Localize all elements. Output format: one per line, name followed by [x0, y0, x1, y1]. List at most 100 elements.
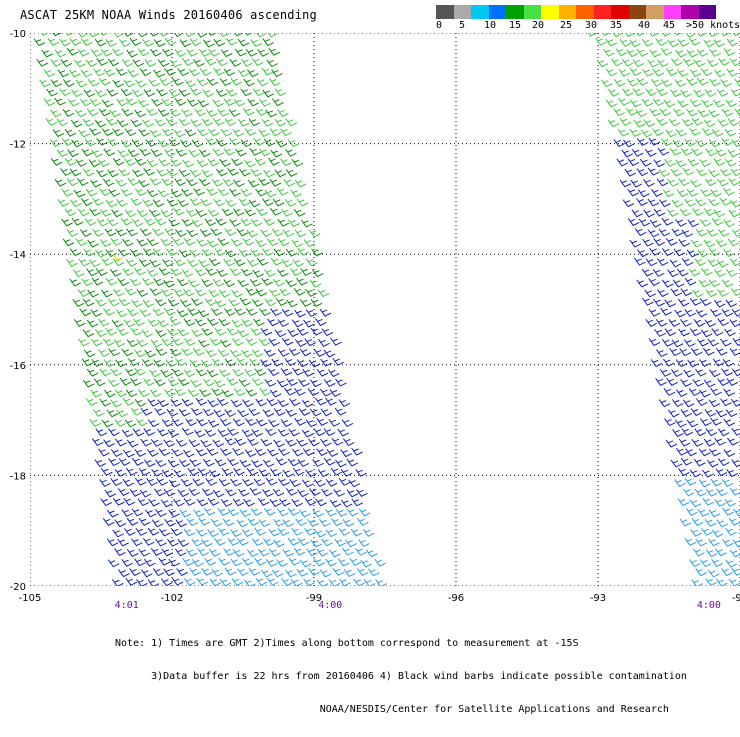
- contaminated-wind-barb: [112, 253, 123, 261]
- wind-barb: [196, 418, 208, 427]
- wind-barb: [709, 48, 721, 57]
- wind-barb: [282, 229, 295, 238]
- wind-barb: [670, 288, 683, 297]
- wind-barb: [686, 249, 699, 258]
- wind-barb: [299, 509, 311, 518]
- wind-barb: [308, 438, 320, 447]
- wind-barb: [680, 147, 693, 156]
- wind-barb: [191, 298, 203, 306]
- wind-barbs: [33, 33, 740, 586]
- wind-barb: [33, 38, 46, 47]
- wind-barb: [155, 459, 167, 468]
- wind-barb: [105, 277, 118, 286]
- wind-barb: [661, 248, 674, 257]
- wind-barb: [167, 429, 180, 438]
- wind-barb: [75, 109, 87, 118]
- wind-barb: [721, 137, 733, 146]
- wind-barb: [676, 268, 689, 277]
- wind-barb: [194, 108, 207, 117]
- wind-barb: [287, 329, 299, 338]
- wind-barb: [102, 518, 115, 526]
- wind-barb: [200, 198, 212, 207]
- notes: Note: 1) Times are GMT 2)Times along bot…: [115, 616, 687, 737]
- wind-barb: [727, 149, 740, 158]
- wind-barb: [358, 508, 371, 517]
- wind-barb: [305, 419, 318, 428]
- wind-barb: [174, 98, 187, 106]
- wind-barb: [683, 339, 696, 348]
- wind-barb: [660, 138, 673, 147]
- wind-barb: [627, 158, 640, 167]
- wind-barb: [645, 88, 657, 97]
- wind-barb: [727, 437, 739, 446]
- wind-barb: [731, 459, 740, 468]
- wind-barb: [717, 318, 729, 327]
- wind-barb: [246, 229, 259, 238]
- wind-barb: [715, 548, 727, 557]
- wind-barb: [69, 248, 82, 257]
- wind-barb: [603, 48, 615, 57]
- wind-barb: [307, 519, 319, 528]
- wind-barb: [656, 349, 668, 358]
- wind-barb: [266, 398, 279, 407]
- wind-barb: [276, 187, 289, 196]
- wind-barb: [269, 389, 282, 398]
- wind-barb: [266, 59, 278, 68]
- wind-barb: [192, 478, 205, 487]
- wind-barb: [100, 289, 113, 298]
- wind-barb: [245, 388, 258, 397]
- wind-barb: [118, 168, 131, 177]
- wind-barb: [77, 289, 90, 297]
- wind-barb: [693, 89, 705, 98]
- colorbar-swatch-15: [698, 5, 716, 19]
- wind-barb: [613, 139, 626, 148]
- wind-barb: [260, 327, 273, 336]
- wind-barb: [262, 248, 274, 257]
- wind-barb: [263, 218, 275, 227]
- wind-barb: [684, 477, 697, 486]
- wind-barb: [146, 238, 159, 247]
- wind-barb: [725, 99, 737, 108]
- wind-barb: [107, 58, 120, 67]
- wind-barb: [92, 408, 105, 417]
- wind-barb: [667, 208, 679, 217]
- wind-barb: [674, 309, 686, 318]
- wind-barb: [730, 168, 740, 177]
- wind-barb: [668, 409, 680, 418]
- wind-barb: [104, 489, 117, 498]
- wind-barb: [120, 139, 133, 148]
- wind-barb: [670, 168, 683, 177]
- wind-barb: [65, 33, 74, 36]
- wind-barb: [100, 48, 113, 57]
- wind-barb: [273, 248, 286, 257]
- wind-barb: [219, 158, 232, 167]
- wind-barb: [203, 39, 215, 48]
- wind-barb: [313, 428, 326, 437]
- wind-barb: [315, 498, 327, 507]
- wind-barb: [621, 149, 634, 158]
- wind-barb: [230, 558, 243, 567]
- wind-barb: [250, 508, 263, 517]
- wind-barb: [87, 239, 99, 248]
- wind-barb: [722, 358, 735, 367]
- wind-barb: [270, 308, 282, 317]
- wind-barb: [241, 319, 254, 327]
- wind-barb: [302, 448, 315, 457]
- wind-barb: [703, 39, 715, 48]
- wind-barb: [708, 509, 721, 518]
- wind-barb: [228, 298, 240, 307]
- wind-barb: [340, 499, 353, 508]
- wind-barb: [71, 139, 83, 148]
- wind-barb: [131, 89, 144, 98]
- wind-barb: [221, 208, 234, 217]
- wind-barb: [131, 218, 144, 227]
- wind-barb: [86, 108, 99, 117]
- wind-barb: [661, 338, 674, 347]
- wind-barb: [146, 108, 158, 117]
- wind-barb: [647, 229, 660, 238]
- wind-barb: [703, 208, 716, 217]
- wind-barb: [664, 158, 676, 167]
- wind-barb: [343, 569, 356, 578]
- wind-barb: [251, 538, 264, 547]
- wind-barb: [105, 327, 117, 336]
